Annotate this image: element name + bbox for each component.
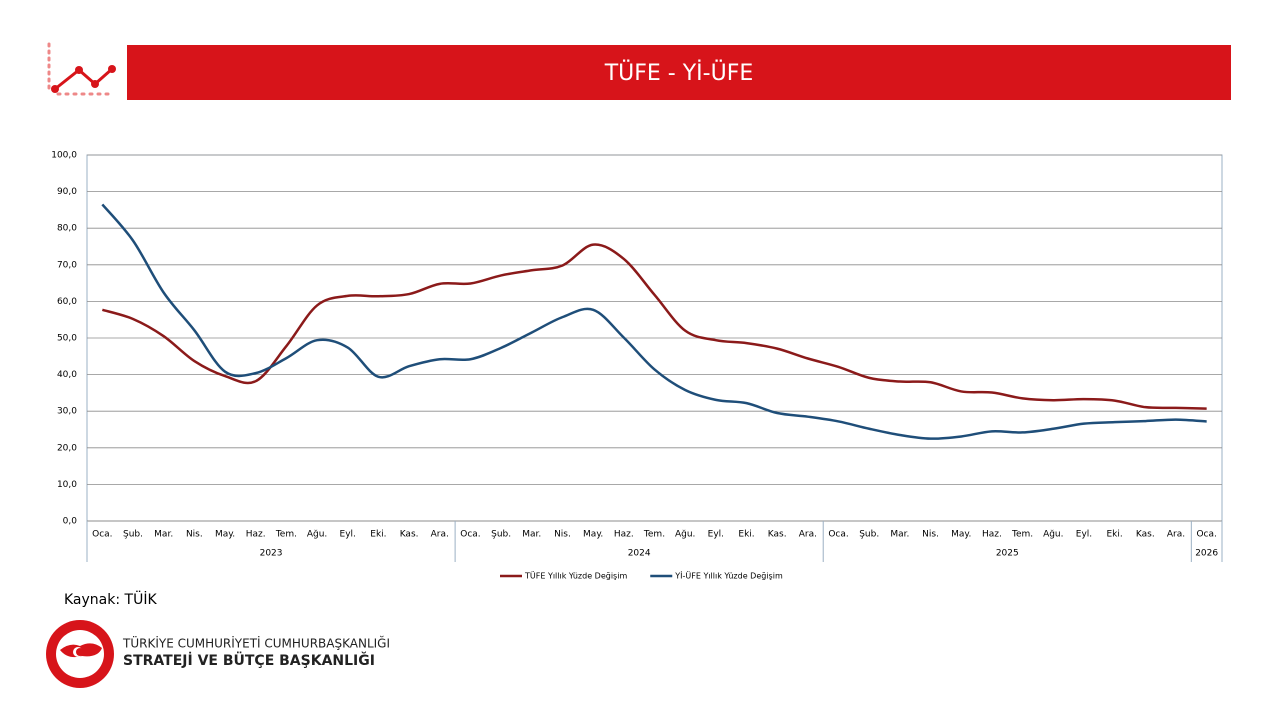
source: Kaynak: TÜİK xyxy=(64,590,157,608)
x-tick-label: Oca. xyxy=(92,530,112,540)
year-label: 2023 xyxy=(260,549,283,559)
x-tick-label: Oca. xyxy=(828,530,848,540)
y-tick-label: 10,0 xyxy=(57,480,77,490)
legend-label: Yİ-ÜFE Yıllık Yüzde Değişim xyxy=(674,571,783,581)
x-tick-label: Eki. xyxy=(1107,530,1123,540)
x-tick-label: Kas. xyxy=(768,530,787,540)
year-label: 2025 xyxy=(996,549,1019,559)
x-tick-label: Ara. xyxy=(431,530,449,540)
org-line-1: TÜRKİYE CUMHURİYETİ CUMHURBAŞKANLIĞI xyxy=(122,635,390,651)
x-tick-label: Ağu. xyxy=(1043,530,1063,540)
series-line xyxy=(101,203,1207,440)
year-label: 2024 xyxy=(628,549,651,559)
y-tick-label: 100,0 xyxy=(51,151,77,161)
x-tick-label: Ara. xyxy=(799,530,817,540)
x-tick-label: Haz. xyxy=(614,530,634,540)
x-tick-label: Şub. xyxy=(859,530,879,540)
org-line-2: STRATEJİ VE BÜTÇE BAŞKANLIĞI xyxy=(123,651,375,669)
x-tick-label: Mar. xyxy=(154,530,173,540)
x-tick-label: Kas. xyxy=(400,530,419,540)
y-tick-label: 70,0 xyxy=(57,260,77,270)
x-tick-label: Eyl. xyxy=(340,530,356,540)
x-tick-label: Tem. xyxy=(1011,530,1033,540)
chart: 0,0 10,0 20,0 30,0 40,0 50,0 60,0 70,0 80,0 90,0 1… xyxy=(51,151,1223,581)
x-tick-label: May. xyxy=(951,530,971,540)
slide-title: TÜFE - Yİ-ÜFE xyxy=(604,60,754,86)
x-tick-label: May. xyxy=(215,530,235,540)
y-tick-label: 60,0 xyxy=(57,297,77,307)
x-tick-label: Ağu. xyxy=(307,530,327,540)
y-tick-label: 0,0 xyxy=(63,517,78,527)
legend-label: TÜFE Yıllık Yüzde Değişim xyxy=(524,571,627,581)
series-line xyxy=(101,243,1207,410)
x-tick-label: Oca. xyxy=(460,530,480,540)
header-icon xyxy=(47,42,116,96)
x-tick-label: Ağu. xyxy=(675,530,695,540)
x-tick-label: Haz. xyxy=(246,530,266,540)
x-tick-label: Nis. xyxy=(186,530,203,540)
x-tick-label: Nis. xyxy=(554,530,571,540)
x-tick-label: Mar. xyxy=(890,530,909,540)
x-tick-label: Ara. xyxy=(1167,530,1185,540)
x-tick-label: Oca. xyxy=(1196,530,1216,540)
x-tick-label: Mar. xyxy=(522,530,541,540)
x-tick-label: Eyl. xyxy=(1076,530,1092,540)
x-tick-label: Şub. xyxy=(123,530,143,540)
y-tick-label: 90,0 xyxy=(57,187,77,197)
x-tick-label: Haz. xyxy=(982,530,1002,540)
x-tick-label: Şub. xyxy=(491,530,511,540)
logo-seal xyxy=(46,620,114,688)
x-tick-label: Tem. xyxy=(643,530,665,540)
x-tick-label: May. xyxy=(583,530,603,540)
x-tick-label: Eki. xyxy=(738,530,754,540)
y-tick-label: 20,0 xyxy=(57,443,77,453)
y-tick-label: 50,0 xyxy=(57,334,77,344)
x-tick-label: Kas. xyxy=(1136,530,1155,540)
year-label: 2026 xyxy=(1195,549,1218,559)
x-tick-label: Tem. xyxy=(275,530,297,540)
x-tick-label: Eki. xyxy=(370,530,386,540)
x-tick-label: Eyl. xyxy=(708,530,724,540)
x-tick-label: Nis. xyxy=(922,530,939,540)
title-bar xyxy=(127,45,1231,100)
y-tick-label: 30,0 xyxy=(57,407,77,417)
y-tick-label: 40,0 xyxy=(57,370,77,380)
y-tick-label: 80,0 xyxy=(57,224,77,234)
